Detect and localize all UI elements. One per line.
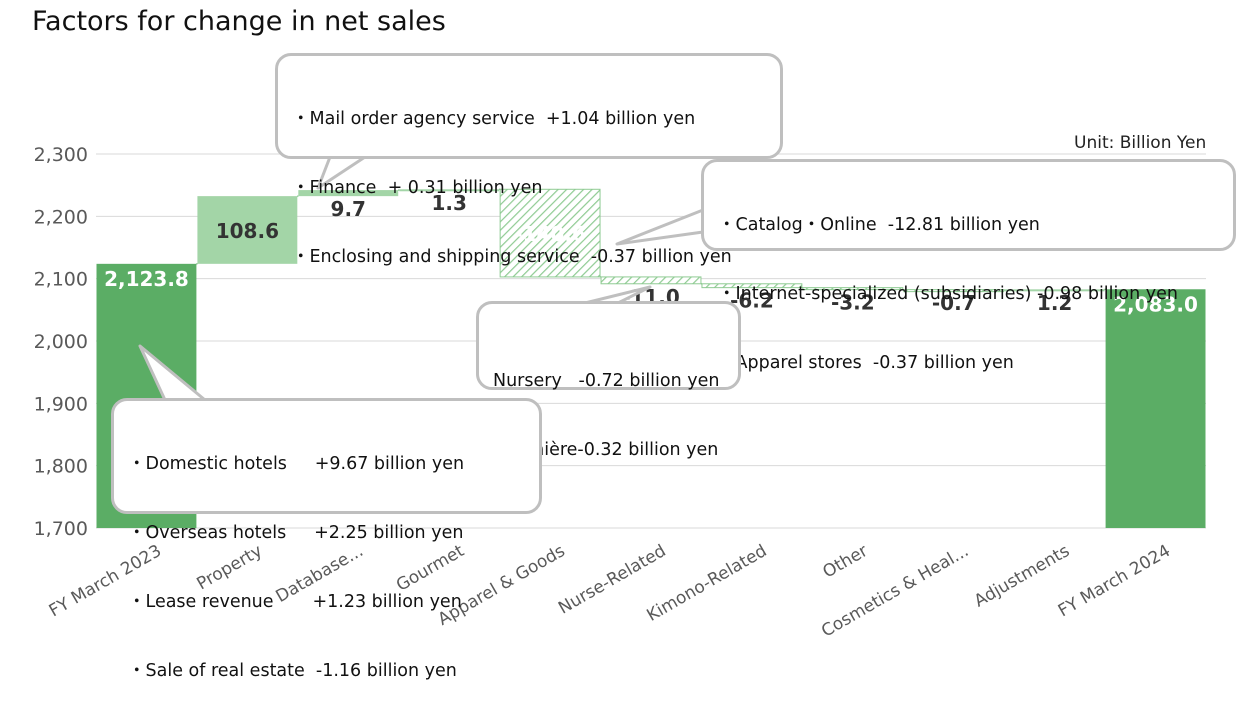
x-tick-label: FY March 2024	[1055, 541, 1174, 621]
callout-line: ・Finance + 0.31 billion yen	[292, 178, 543, 198]
callout-line: ・Mail order agency service +1.04 billion…	[292, 109, 696, 129]
data-label: -140.6	[514, 222, 586, 246]
y-tick-label: 1,800	[34, 456, 88, 478]
data-label: 9.7	[331, 197, 366, 221]
bar-adjustments	[1004, 289, 1105, 292]
chart-title: Factors for change in net sales	[32, 6, 446, 37]
callout-line: ・Apparel stores -0.37 billion yen	[718, 353, 1014, 373]
data-label: 1.2	[1037, 291, 1072, 315]
callout-database-pointer-outline	[316, 155, 366, 190]
data-label: -0.7	[932, 291, 976, 315]
x-tick-label: Adjustments	[971, 541, 1073, 612]
x-tick-label: Other	[820, 541, 872, 582]
callout-line: ・Enclosing and shipping service -0.37 bi…	[292, 247, 732, 267]
callout-line: Nursery -0.72 billion yen	[493, 371, 720, 391]
bar-kimono-related	[701, 283, 803, 289]
y-tick-label: 1,700	[34, 518, 88, 540]
bar-database	[298, 190, 399, 197]
data-label: 2,083.0	[1113, 292, 1198, 316]
data-label: 2,123.8	[104, 267, 189, 291]
y-tick-label: 2,300	[34, 144, 88, 166]
callout-property: ・Domestic hotels +9.67 billion yen ・Over…	[111, 398, 542, 681]
bar-gourmet	[399, 189, 500, 192]
data-label: 108.6	[216, 219, 279, 243]
data-label: -3.2	[831, 291, 875, 315]
data-label: 1.3	[431, 191, 466, 215]
waterfall-chart: 1,700 1,800 1,900 2,000 2,100 2,200 2,300 2,12…	[34, 144, 1206, 642]
y-tick-label: 1,900	[34, 393, 88, 415]
callout-apparel-pointer-outline	[615, 208, 704, 246]
bar-fy-march-2024	[1105, 289, 1206, 528]
bar-other	[802, 287, 904, 291]
bar-nurse-related	[600, 276, 702, 285]
callout-line: ・Sale of real estate -1.16 billion yen	[128, 661, 457, 681]
callout-apparel: ・Catalog・Online -12.81 billion yen ・Inte…	[701, 159, 1236, 373]
callout-line: ・Catalog・Online -12.81 billion yen	[718, 215, 1040, 235]
callout-database: ・Mail order agency service +1.04 billion…	[275, 53, 783, 267]
callout-line: ・Overseas hotels +2.25 billion yen	[128, 523, 464, 543]
unit-label: Unit: Billion Yen	[1074, 133, 1207, 153]
callout-nurse-pointer-outline	[584, 285, 652, 305]
callout-line: ・Lease revenue +1.23 billion yen	[128, 592, 462, 612]
bar-property	[197, 196, 298, 264]
callout-line: ・Internet-specialized (subsidiaries) -0.…	[718, 284, 1178, 304]
bar-cosmetics-heal	[903, 289, 1005, 293]
callout-line: ・Domestic hotels +9.67 billion yen	[128, 454, 465, 474]
callout-nurse: Nursery -0.72 billion yen Infirmière-0.3…	[476, 301, 741, 460]
y-tick-label: 2,200	[34, 206, 88, 228]
y-tick-label: 2,000	[34, 331, 88, 353]
y-tick-label: 2,100	[34, 269, 88, 291]
bar-apparel-goods	[499, 188, 601, 278]
callout-property-pointer-outline	[138, 344, 206, 402]
